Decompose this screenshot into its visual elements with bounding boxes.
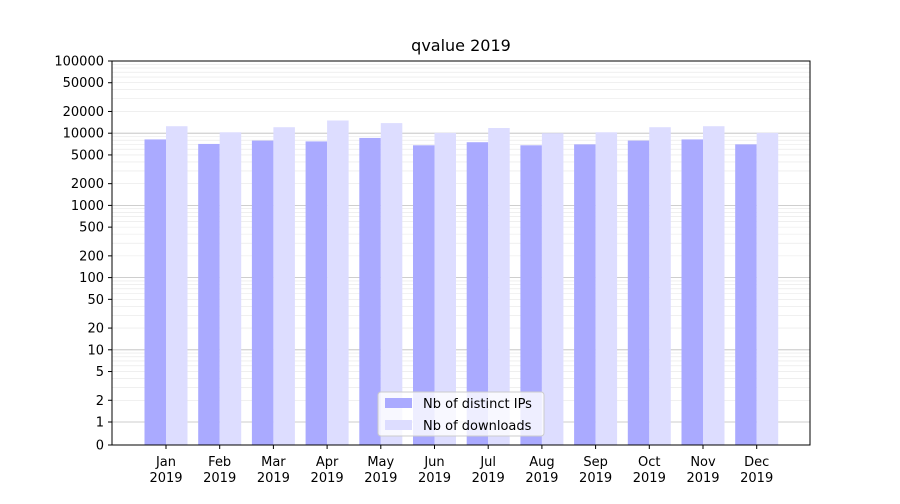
x-tick-label-year: 2019 [149, 471, 182, 486]
legend-label-downloads: Nb of downloads [423, 419, 532, 434]
bar-downloads [541, 133, 564, 445]
bar-distinct-ips [198, 143, 220, 445]
x-tick-label-year: 2019 [579, 471, 612, 486]
x-tick-label-month: Jan [155, 455, 176, 470]
y-tick-label: 1000 [71, 199, 104, 214]
y-tick-label: 50000 [63, 76, 104, 91]
y-tick-label: 1 [96, 416, 104, 431]
x-tick-label-month: Jun [423, 455, 444, 470]
x-tick-label-month: Nov [690, 455, 716, 470]
bar-downloads [595, 132, 618, 446]
y-tick-label: 5 [96, 365, 104, 380]
legend-box [377, 391, 545, 437]
bar-downloads [327, 120, 349, 446]
x-tick-label-year: 2019 [418, 471, 451, 486]
y-tick-label: 10000 [63, 127, 104, 142]
y-tick-label: 10 [87, 343, 104, 358]
bar-distinct-ips [520, 145, 542, 446]
bar-distinct-ips [144, 139, 166, 445]
y-tick-label: 500 [79, 221, 104, 236]
bar-distinct-ips [681, 139, 703, 445]
x-tick-label-month: Apr [316, 455, 339, 470]
x-tick-label-year: 2019 [257, 471, 290, 486]
x-tick-label-month: Sep [583, 455, 608, 470]
plot-frame [111, 60, 811, 446]
x-tick-label-year: 2019 [525, 471, 558, 486]
x-tick-label-year: 2019 [311, 471, 344, 486]
x-tick-label-year: 2019 [364, 471, 397, 486]
x-tick-label-month: Dec [744, 455, 769, 470]
y-tick-label: 200 [79, 249, 104, 264]
bar-downloads [488, 128, 510, 445]
y-tick-label: 50 [87, 293, 104, 308]
bar-downloads [166, 126, 188, 445]
bar-downloads [756, 132, 779, 445]
bar-distinct-ips [251, 140, 274, 446]
bar-downloads [434, 132, 456, 445]
legend-swatch-downloads [385, 420, 412, 430]
bar-distinct-ips [735, 144, 757, 446]
y-tick-label: 20000 [63, 105, 104, 120]
y-tick-label: 2000 [71, 177, 104, 192]
x-tick-label-month: May [367, 455, 394, 470]
y-tick-label: 0 [96, 439, 104, 454]
x-tick-label-month: Jul [479, 455, 496, 470]
x-tick-label-year: 2019 [633, 471, 666, 486]
x-tick-label-year: 2019 [740, 471, 773, 486]
x-tick-label-year: 2019 [686, 471, 719, 486]
chart-title: qvalue 2019 [411, 36, 511, 55]
bar-distinct-ips [627, 140, 650, 446]
bar-distinct-ips [574, 144, 596, 446]
bar-downloads [273, 127, 295, 445]
y-tick-label: 20 [87, 322, 104, 337]
legend-swatch-distinct-ips [385, 398, 412, 408]
bar-distinct-ips [359, 137, 381, 446]
bar-distinct-ips [305, 141, 328, 445]
x-tick-label-month: Feb [208, 455, 231, 470]
x-tick-label-year: 2019 [472, 471, 505, 486]
axes: 0 1 2 5 10 20 50 100 200 500 1000 2000 5000 10000 2000… [54, 55, 773, 487]
legend-label-distinct-ips: Nb of distinct IPs [423, 397, 532, 412]
bar-distinct-ips [413, 145, 435, 446]
bar-downloads [380, 123, 403, 445]
x-tick-label-month: Aug [529, 455, 554, 470]
bar-distinct-ips [466, 142, 489, 445]
x-tick-label-month: Oct [638, 455, 660, 470]
bars [144, 120, 779, 446]
x-tick-label-month: Mar [261, 455, 286, 470]
y-tick-label: 100000 [54, 55, 104, 70]
bar-downloads [219, 132, 242, 446]
y-tick-label: 2 [96, 394, 104, 409]
y-tick-label: 100 [79, 271, 104, 286]
bar-downloads [649, 127, 671, 445]
bar-downloads [703, 126, 725, 445]
x-tick-label-year: 2019 [203, 471, 236, 486]
legend: Nb of distinct IPs Nb of downloads [377, 391, 545, 437]
y-tick-label: 5000 [71, 148, 104, 163]
